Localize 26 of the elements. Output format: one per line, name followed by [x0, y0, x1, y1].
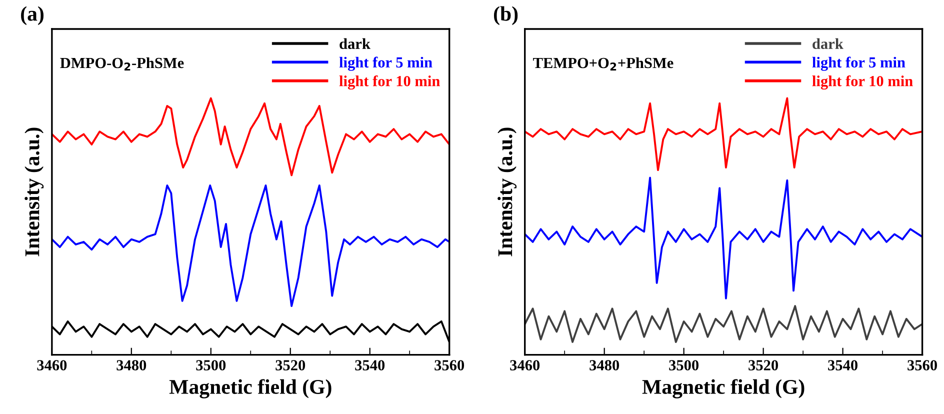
x-tick-label: 3540	[355, 360, 385, 370]
x-tick-label: 3500	[669, 360, 699, 370]
x-tick-label: 3500	[196, 360, 226, 370]
text: DMPO-O$_{2}$-PhSMe	[60, 57, 184, 70]
legend-label: light for 5 min	[339, 56, 432, 71]
chart-title: (b)	[494, 6, 518, 26]
x-axis-title: Magnetic field (G)	[169, 379, 332, 398]
legend-label: light for 10 min	[812, 75, 913, 90]
legend-label: dark	[340, 38, 370, 49]
y-axis-title: Intensity (a.u.)	[498, 128, 517, 256]
y-axis-title: Intensity (a.u.)	[24, 128, 44, 256]
chart-title: (a)	[21, 6, 44, 26]
x-tick-label: 3480	[116, 360, 146, 370]
x-tick-label: 3480	[590, 360, 620, 370]
legend-label: dark	[812, 38, 844, 49]
legend-label: light for 5 min	[812, 56, 906, 71]
x-tick-label: 3460	[37, 360, 67, 370]
text: TEMPO+O$_{2}$+PhSMe	[533, 57, 674, 70]
x-tick-label: 3560	[434, 360, 464, 370]
x-tick-label: 3520	[276, 360, 306, 370]
x-tick-label: 3520	[748, 360, 778, 370]
x-tick-label: 3560	[908, 360, 937, 370]
x-tick-label: 3540	[828, 360, 858, 370]
x-axis-title: Magnetic field (G)	[642, 379, 804, 398]
legend-label: light for 10 min	[339, 75, 440, 90]
x-tick-label: 3460	[510, 360, 540, 370]
